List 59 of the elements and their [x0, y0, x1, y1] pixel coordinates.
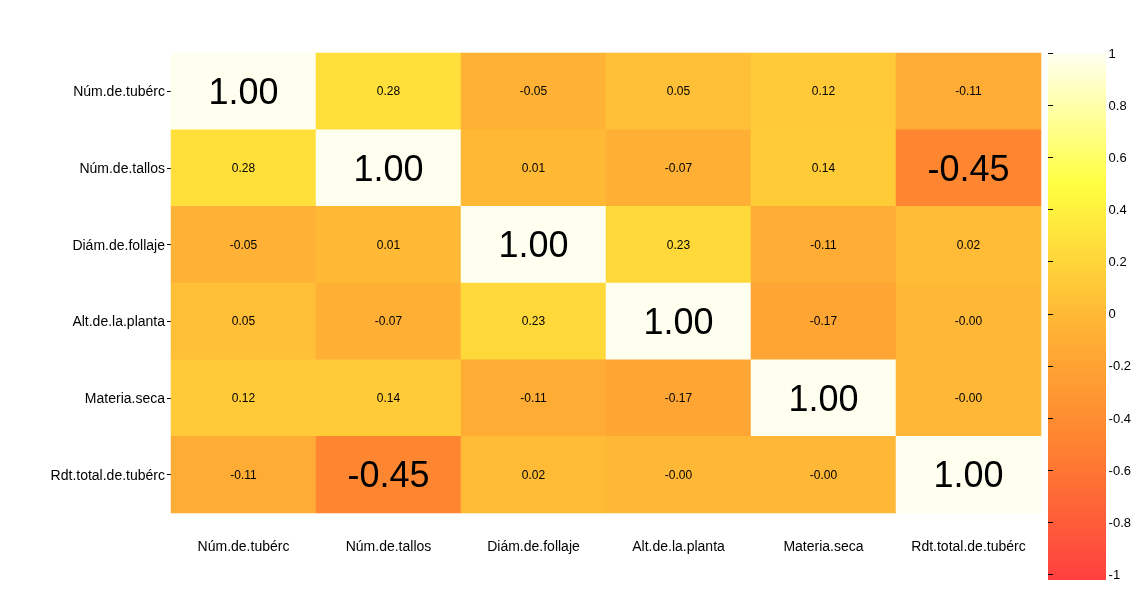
color-bar-label: -0.4 — [1108, 410, 1132, 426]
data-label: -0.05 — [229, 237, 258, 252]
data-label: -0.17 — [809, 314, 838, 329]
data-label: 0.23 — [666, 237, 691, 252]
data-label: 0.28 — [376, 84, 401, 99]
color-bar-label: 0.8 — [1108, 97, 1127, 113]
color-bar-label: -0.6 — [1108, 462, 1132, 478]
data-label: -0.05 — [519, 84, 548, 99]
data-label: 0.01 — [376, 237, 401, 252]
data-label: 0.02 — [521, 467, 546, 482]
data-label: 0.23 — [521, 314, 546, 329]
data-label: -0.17 — [664, 391, 693, 405]
y-tick-label: Núm.de.tallos — [79, 160, 165, 176]
data-label: -0.00 — [664, 467, 693, 482]
y-tick-label: Diám.de.follaje — [72, 236, 166, 253]
color-bar-label: 0.2 — [1108, 254, 1127, 270]
color-bar-label: 0.6 — [1108, 149, 1127, 165]
data-label: -0.11 — [810, 237, 838, 252]
data-label: 1.00 — [933, 454, 1004, 496]
data-label: -0.00 — [954, 314, 983, 329]
data-label: -0.11 — [955, 84, 983, 99]
data-label: 1.00 — [643, 300, 714, 342]
x-tick-label: Diám.de.follaje — [487, 538, 581, 554]
data-label: -0.00 — [954, 391, 983, 405]
x-tick-label: Rdt.total.de.tubérc — [911, 538, 1026, 554]
data-label: 0.12 — [231, 391, 256, 405]
color-bar-label: 0 — [1108, 306, 1116, 322]
data-label: 0.02 — [956, 237, 981, 252]
x-tick-label: Núm.de.tubérc — [197, 538, 290, 554]
data-label: 1.00 — [208, 70, 279, 112]
data-label: 0.05 — [231, 314, 256, 329]
data-label: 0.12 — [811, 84, 836, 99]
color-bar-label: -0.8 — [1108, 514, 1132, 530]
data-label: 1.00 — [788, 377, 859, 419]
y-tick-label: Rdt.total.de.tubérc — [50, 466, 165, 483]
data-label: 0.14 — [811, 161, 836, 175]
x-tick-label: Alt.de.la.planta — [632, 538, 726, 554]
y-tick-label: Alt.de.la.planta — [72, 313, 166, 330]
data-label: -0.00 — [809, 467, 838, 482]
color-bar-label: -1 — [1108, 567, 1121, 582]
data-label: 0.05 — [666, 84, 691, 99]
data-label: 1.00 — [353, 147, 424, 189]
color-bar-label: 1 — [1108, 45, 1116, 61]
data-label: 0.14 — [376, 391, 401, 405]
data-label: -0.07 — [374, 314, 403, 329]
x-tick-label: Materia.seca — [783, 538, 864, 554]
data-label: -0.11 — [520, 391, 548, 405]
y-tick-label: Materia.seca — [84, 390, 166, 406]
data-label: -0.11 — [230, 467, 258, 482]
data-label: -0.45 — [347, 454, 430, 496]
y-tick-label: Núm.de.tubérc — [73, 83, 165, 100]
data-label: 1.00 — [498, 224, 569, 266]
color-bar-label: 0.4 — [1108, 201, 1127, 217]
data-label: -0.07 — [664, 161, 693, 175]
data-label: -0.45 — [927, 147, 1010, 189]
data-label: 0.28 — [231, 161, 256, 175]
x-tick-label: Núm.de.tallos — [345, 538, 432, 554]
color-bar-label: -0.2 — [1108, 358, 1132, 374]
data-label: 0.01 — [521, 161, 546, 175]
